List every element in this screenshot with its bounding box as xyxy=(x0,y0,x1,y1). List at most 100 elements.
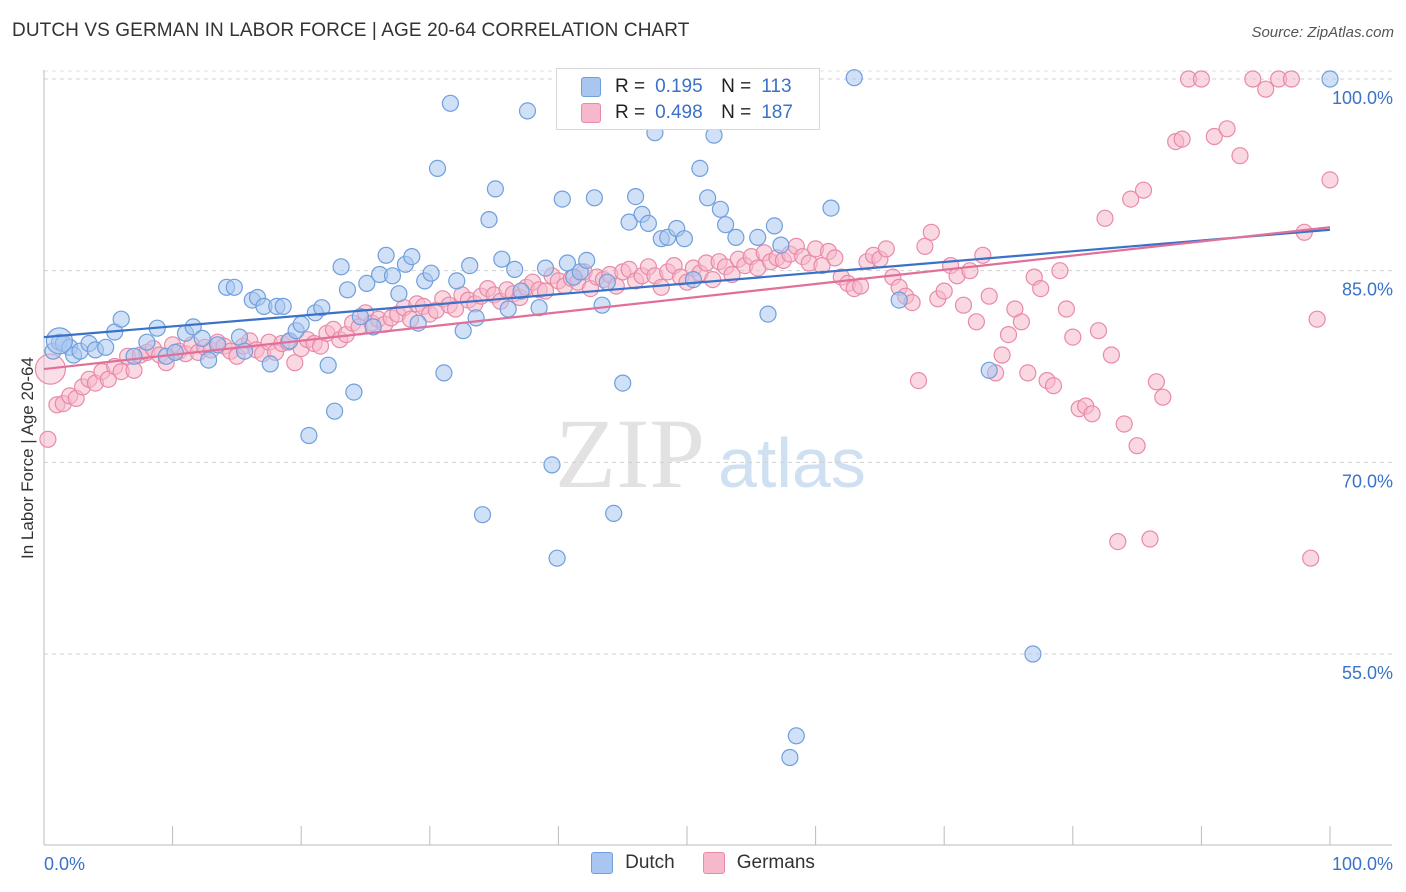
dutch-point xyxy=(428,159,447,177)
dutch-point xyxy=(845,69,863,87)
dutch-point xyxy=(639,214,658,232)
series-legend: Dutch Germans xyxy=(0,852,1406,874)
germans-point xyxy=(922,223,940,241)
dutch-point xyxy=(364,318,382,336)
dutch-point xyxy=(543,456,561,474)
germans-point xyxy=(1051,262,1069,280)
dutch-swatch xyxy=(591,852,614,874)
dutch-point xyxy=(448,272,466,290)
dutch-point xyxy=(698,189,717,207)
germans-point xyxy=(1244,70,1262,88)
germans-point xyxy=(1128,437,1146,455)
legend-germans-label: Germans xyxy=(736,852,815,873)
source-label: Source: ZipAtlas.com xyxy=(1251,24,1394,41)
dutch-point xyxy=(605,504,623,523)
germans-point xyxy=(1308,310,1326,328)
dutch-point xyxy=(112,310,130,328)
germans-point xyxy=(1134,181,1153,199)
legend-row-germans: R = 0.498 N = 187 xyxy=(581,101,793,125)
legend-n-label: N = xyxy=(721,102,752,123)
germans-point xyxy=(967,313,986,331)
dutch-point xyxy=(548,549,566,567)
legend-n-label: N = xyxy=(721,76,752,97)
dutch-point xyxy=(781,748,799,767)
germans-point xyxy=(1205,127,1223,146)
dutch-point xyxy=(467,309,485,327)
x-tick-label-max: 100.0% xyxy=(1332,854,1393,874)
dutch-point xyxy=(716,216,735,234)
dutch-point xyxy=(749,228,767,246)
dutch-point xyxy=(345,383,363,401)
dutch-point xyxy=(261,355,279,373)
germans-point xyxy=(935,282,953,300)
dutch-point xyxy=(435,364,453,382)
dutch-point xyxy=(675,230,694,248)
germans-point xyxy=(1096,209,1114,227)
legend-row-dutch: R = 0.195 N = 113 xyxy=(581,75,792,99)
dutch-point xyxy=(684,271,703,289)
germans-point xyxy=(1154,388,1172,406)
dutch-point xyxy=(351,308,369,326)
dutch-series xyxy=(44,69,1339,767)
germans-series xyxy=(34,70,1339,567)
germans-point xyxy=(1147,373,1166,391)
germans-point xyxy=(1012,313,1031,331)
dutch-point xyxy=(614,374,632,392)
dutch-point xyxy=(166,343,184,361)
germans-point xyxy=(813,257,831,275)
germans-point xyxy=(993,346,1011,364)
dutch-point xyxy=(319,356,337,374)
dutch-point xyxy=(593,296,611,314)
dutch-point xyxy=(585,189,604,207)
dutch-point xyxy=(711,200,730,218)
germans-point xyxy=(909,372,928,390)
germans-point xyxy=(999,326,1018,344)
dutch-point xyxy=(138,333,156,351)
y-tick-label: 100.0% xyxy=(1332,88,1393,108)
dutch-point xyxy=(1321,70,1339,88)
dutch-point xyxy=(772,236,790,254)
germans-point xyxy=(1032,280,1050,298)
germans-point xyxy=(39,430,57,448)
dutch-point xyxy=(390,285,408,303)
dutch-point xyxy=(326,402,344,420)
dutch-point xyxy=(759,305,777,323)
germans-swatch xyxy=(702,852,725,874)
legend-r-value: 0.195 xyxy=(655,76,703,97)
dutch-point xyxy=(403,248,421,266)
dutch-point xyxy=(822,199,840,217)
dutch-point xyxy=(620,213,638,231)
dutch-swatch xyxy=(581,77,601,97)
stats-legend: R = 0.195 N = 113 R = 0.498 N = 187 xyxy=(556,68,820,130)
legend-item-germans[interactable]: Germans xyxy=(702,852,815,874)
germans-point xyxy=(1282,70,1301,88)
dutch-point xyxy=(97,338,115,356)
germans-point xyxy=(1089,322,1108,340)
legend-item-dutch[interactable]: Dutch xyxy=(591,852,675,874)
germans-trend-line xyxy=(43,226,1331,371)
germans-point xyxy=(1083,405,1101,423)
dutch-point xyxy=(480,211,498,229)
dutch-point xyxy=(558,254,577,272)
legend-n-value: 113 xyxy=(761,76,792,97)
dutch-point xyxy=(125,347,143,365)
germans-point xyxy=(1321,171,1339,189)
dutch-point xyxy=(193,329,211,347)
germans-point xyxy=(961,262,979,280)
dutch-point-cluster xyxy=(45,327,74,355)
germans-point xyxy=(704,271,722,289)
germans-point xyxy=(1122,190,1140,208)
dutch-point xyxy=(300,426,318,445)
dutch-point xyxy=(1024,645,1042,663)
germans-point xyxy=(916,237,934,255)
dutch-point xyxy=(184,318,202,336)
legend-dutch-label: Dutch xyxy=(625,852,675,873)
dutch-point xyxy=(225,278,243,296)
germans-point xyxy=(1044,377,1063,395)
grid-lines xyxy=(44,70,1392,655)
dutch-point xyxy=(383,267,402,285)
dutch-point xyxy=(313,299,331,317)
germans-point xyxy=(1115,415,1133,433)
germans-point xyxy=(1231,147,1249,165)
